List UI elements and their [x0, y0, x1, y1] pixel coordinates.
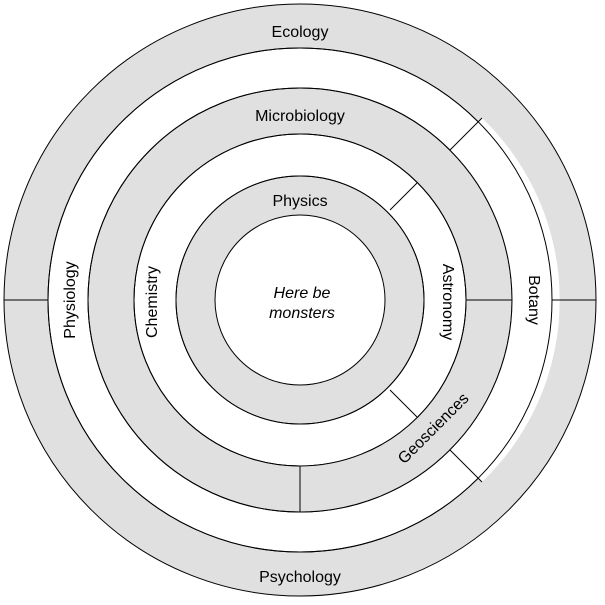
divider-ring2-upper-right [449, 117, 483, 151]
label-microbiology: Microbiology [255, 108, 345, 125]
divider-ring3-lower-right [389, 389, 418, 418]
astronomy-segment [390, 183, 466, 417]
ring-5-outline [175, 175, 425, 425]
center-white [214, 214, 386, 386]
label-astronomy: Astronomy [439, 264, 456, 340]
divider-ring2-lower-right [449, 449, 483, 483]
label-physics: Physics [272, 193, 327, 210]
divider-ring3-upper-right [389, 182, 418, 211]
botany-segment [450, 118, 560, 482]
label-physiology: Physiology [62, 261, 79, 338]
center-text-line2: monsters [269, 305, 335, 322]
center-text-line1: Here be [274, 285, 331, 302]
label-chemistry: Chemistry [144, 266, 161, 338]
geosciences-segment [300, 417, 450, 513]
label-ecology: Ecology [272, 24, 329, 41]
label-botany: Botany [525, 275, 542, 325]
label-psychology: Psychology [259, 569, 341, 586]
